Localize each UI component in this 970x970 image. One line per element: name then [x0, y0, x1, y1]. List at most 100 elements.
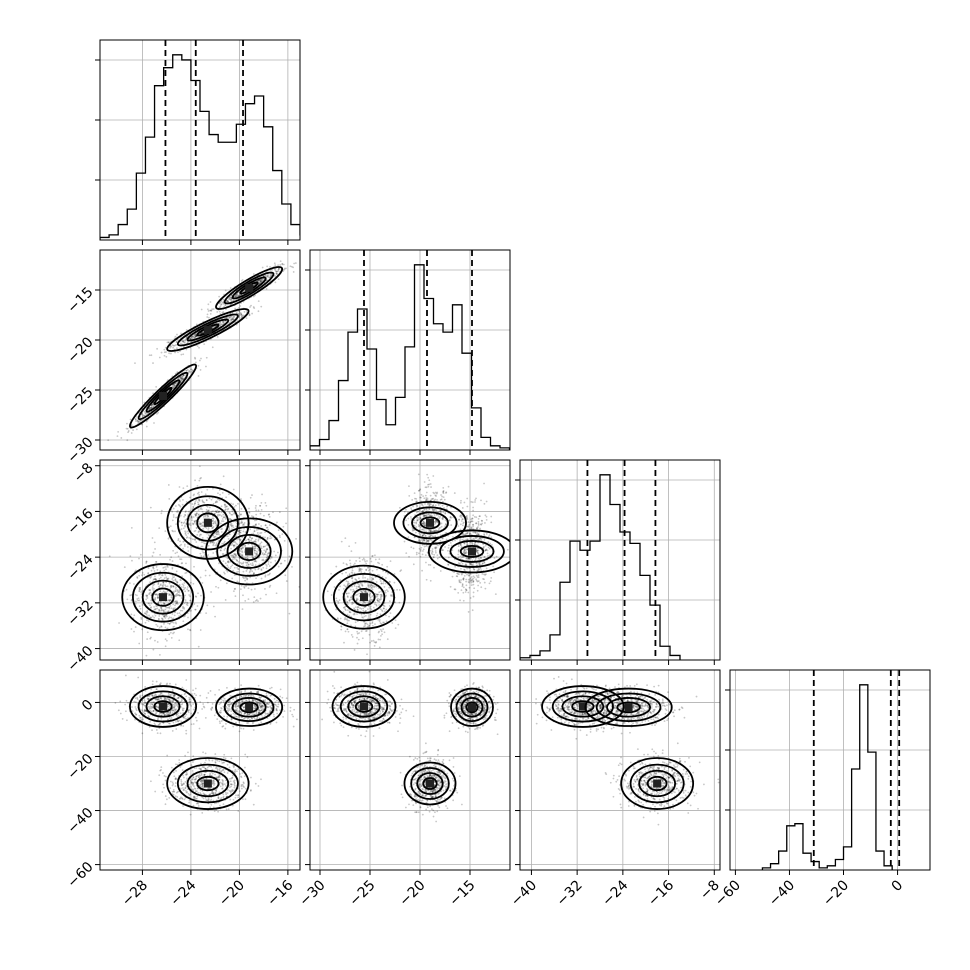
sample-point — [204, 569, 207, 572]
sample-point — [161, 591, 164, 594]
sample-point — [152, 578, 155, 581]
sample-point — [254, 555, 257, 558]
sample-point — [163, 615, 165, 618]
sample-point — [345, 592, 348, 595]
sample-point — [265, 556, 268, 559]
sample-point — [425, 514, 428, 517]
sample-point — [188, 523, 191, 526]
sample-point — [211, 308, 214, 311]
sample-point — [194, 514, 197, 517]
sample-point — [257, 300, 260, 303]
sample-point — [415, 497, 418, 500]
sample-point — [364, 560, 367, 563]
sample-point — [383, 586, 386, 588]
sample-point — [163, 348, 166, 351]
sample-point — [181, 371, 184, 374]
sample-point — [432, 556, 435, 559]
sample-point — [182, 605, 184, 608]
sample-point — [364, 601, 367, 604]
sample-point — [370, 586, 373, 589]
sample-point — [345, 571, 347, 574]
sample-point — [172, 632, 174, 635]
sample-point — [442, 491, 445, 494]
sample-point — [199, 576, 202, 579]
sample-point — [168, 526, 170, 529]
sample-point — [241, 546, 244, 549]
sample-point — [408, 555, 410, 558]
sample-point — [267, 560, 270, 563]
sample-point — [383, 607, 385, 610]
sample-point — [269, 572, 271, 575]
sample-point — [376, 599, 379, 602]
sample-point — [243, 311, 246, 313]
sample-point — [197, 375, 200, 377]
sample-point — [246, 577, 249, 580]
sample-point — [129, 418, 132, 421]
sample-point — [192, 516, 195, 518]
sample-point — [182, 584, 185, 587]
sample-point — [184, 514, 187, 517]
sample-point — [364, 630, 367, 633]
sample-point — [240, 313, 243, 316]
sample-point — [168, 594, 170, 597]
sample-point — [226, 557, 229, 560]
sample-point — [389, 612, 392, 615]
sample-point — [382, 569, 384, 572]
sample-point — [362, 577, 364, 579]
sample-point — [146, 631, 149, 634]
sample-point — [199, 508, 202, 510]
sample-point — [194, 608, 197, 611]
sample-point — [253, 549, 256, 552]
sample-point — [336, 617, 339, 619]
sample-point — [354, 625, 357, 628]
sample-point — [162, 610, 165, 613]
sample-point — [378, 558, 381, 561]
sample-point — [139, 416, 142, 418]
sample-point — [216, 509, 219, 512]
sample-point — [423, 522, 426, 525]
sample-point — [167, 617, 170, 620]
sample-point — [352, 613, 355, 616]
sample-point — [152, 565, 155, 568]
sample-point — [480, 538, 482, 541]
sample-point — [368, 594, 371, 596]
sample-point — [180, 528, 183, 530]
sample-point — [269, 537, 271, 540]
sample-point — [274, 554, 277, 557]
sample-point — [176, 347, 178, 350]
sample-point — [182, 547, 184, 550]
sample-point — [369, 622, 372, 625]
sample-point — [184, 511, 187, 513]
sample-point — [234, 294, 237, 297]
sample-point — [427, 499, 429, 502]
sample-point — [162, 567, 165, 569]
sample-point — [151, 586, 154, 588]
sample-point — [185, 329, 188, 331]
sample-point — [247, 563, 250, 566]
sample-point — [267, 513, 270, 516]
sample-point — [141, 590, 144, 592]
sample-point — [359, 607, 361, 609]
sample-point — [184, 590, 187, 593]
sample-point — [203, 343, 206, 346]
sample-point — [351, 603, 354, 606]
sample-point — [353, 585, 356, 587]
sample-point — [245, 539, 247, 542]
sample-point — [411, 528, 414, 530]
sample-point — [252, 532, 255, 535]
sample-point — [254, 519, 256, 522]
sample-point — [148, 614, 150, 617]
sample-point — [371, 585, 374, 588]
sample-point — [222, 560, 225, 563]
sample-point — [200, 491, 203, 493]
sample-point — [152, 566, 154, 569]
sample-point — [192, 336, 195, 338]
sample-point — [154, 577, 157, 580]
sample-point — [254, 540, 256, 543]
sample-point — [162, 590, 165, 593]
sample-point — [190, 371, 193, 374]
sample-point — [158, 585, 160, 588]
sample-point — [148, 593, 151, 596]
sample-point — [175, 510, 178, 513]
sample-point — [248, 313, 251, 316]
